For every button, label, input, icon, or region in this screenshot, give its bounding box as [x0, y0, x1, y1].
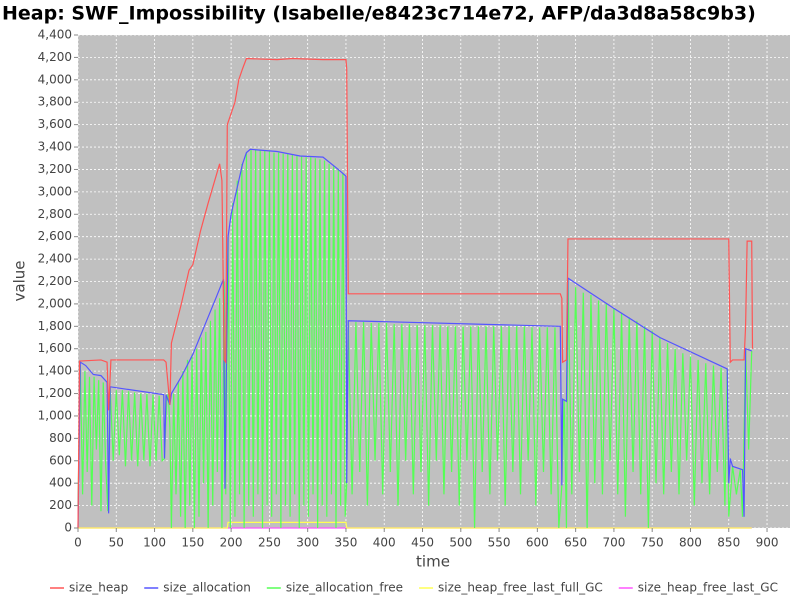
- y-tick-label: 1,000: [38, 408, 72, 422]
- x-tick-label: 500: [449, 536, 472, 550]
- x-axis-label: time: [416, 553, 450, 571]
- series-line: [77, 149, 753, 529]
- x-tick-label: 900: [756, 536, 779, 550]
- x-tick-label: 50: [109, 536, 124, 550]
- y-tick-label: 4,000: [38, 72, 72, 86]
- x-tick-label: 600: [526, 536, 549, 550]
- y-tick-label: 1,800: [38, 319, 72, 333]
- x-tick-label: 100: [143, 536, 166, 550]
- lines: [77, 57, 754, 529]
- x-tick-label: 450: [411, 536, 434, 550]
- legend-label: size_allocation_free: [286, 581, 403, 595]
- chart-title: Heap: SWF_Impossibility (Isabelle/e8423c…: [2, 3, 756, 25]
- y-tick-label: 2,000: [38, 296, 72, 310]
- y-tick-label: 200: [49, 498, 72, 512]
- axes: 0 200 400 600 800 1,000 1,200 1,400 1,600 1,800 2,…: [38, 28, 779, 550]
- y-tick-label: 4,400: [38, 28, 72, 42]
- x-tick-label: 550: [488, 536, 511, 550]
- series-line: [77, 57, 754, 529]
- y-tick-label: 2,400: [38, 252, 72, 266]
- y-tick-label: 3,400: [38, 140, 72, 154]
- x-tick-label: 800: [679, 536, 702, 550]
- x-tick-label: 400: [373, 536, 396, 550]
- x-tick-label: 200: [220, 536, 243, 550]
- y-tick-label: 600: [49, 453, 72, 467]
- y-tick-label: 2,600: [38, 229, 72, 243]
- x-tick-label: 650: [564, 536, 587, 550]
- y-tick-label: 2,200: [38, 274, 72, 288]
- legend-label: size_allocation: [163, 581, 251, 595]
- y-tick-label: 3,800: [38, 95, 72, 109]
- y-tick-label: 1,400: [38, 364, 72, 378]
- y-tick-label: 3,200: [38, 162, 72, 176]
- y-tick-label: 2,800: [38, 207, 72, 221]
- y-tick-label: 3,600: [38, 117, 72, 131]
- x-tick-label: 850: [717, 536, 740, 550]
- y-tick-label: 1,200: [38, 386, 72, 400]
- y-tick-label: 400: [49, 476, 72, 490]
- y-tick-label: 800: [49, 431, 72, 445]
- x-tick-label: 300: [296, 536, 319, 550]
- legend-label: size_heap_free_last_full_GC: [438, 581, 603, 595]
- x-tick-label: 250: [258, 536, 281, 550]
- legend-label: size_heap_free_last_GC: [638, 581, 778, 595]
- y-tick-label: 1,600: [38, 341, 72, 355]
- x-tick-label: 700: [602, 536, 625, 550]
- x-tick-label: 0: [74, 536, 82, 550]
- x-tick-label: 750: [641, 536, 664, 550]
- series-line: [78, 521, 752, 529]
- legend-label: size_heap: [69, 581, 128, 595]
- x-tick-label: 150: [181, 536, 204, 550]
- series-line: [77, 148, 752, 529]
- x-tick-label: 350: [335, 536, 358, 550]
- y-tick-label: 3,000: [38, 184, 72, 198]
- y-tick-label: 4,200: [38, 50, 72, 64]
- y-axis-label: value: [11, 261, 29, 302]
- y-tick-label: 0: [64, 521, 72, 535]
- grid: [77, 34, 790, 529]
